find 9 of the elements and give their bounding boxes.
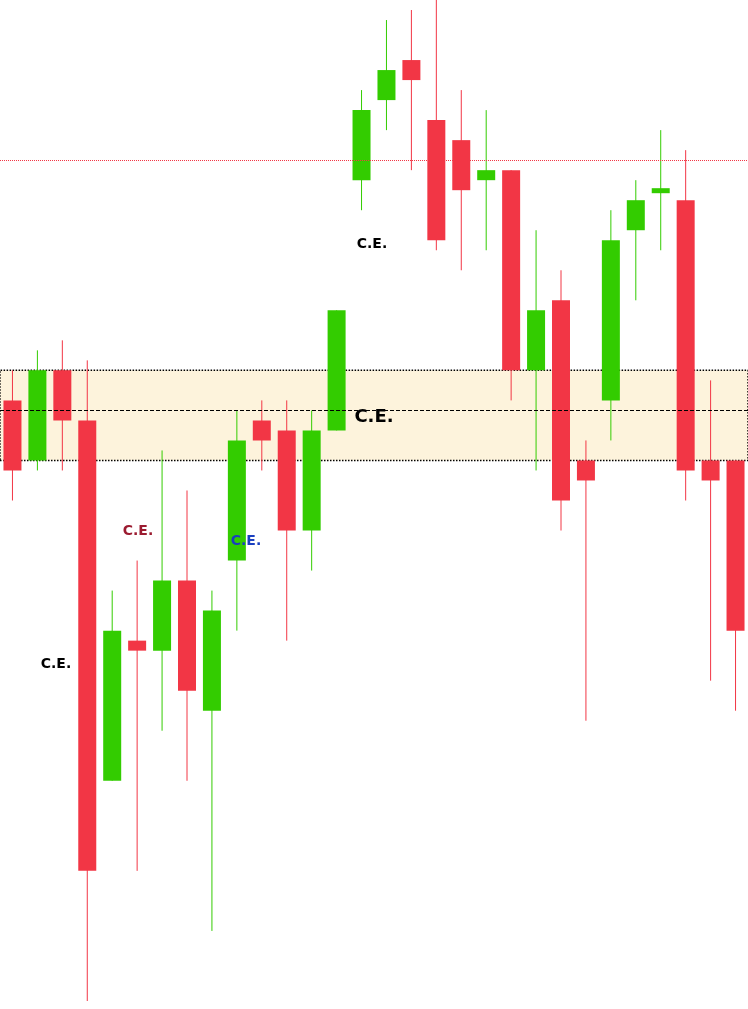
candlestick xyxy=(701,379,720,682)
candlestick xyxy=(651,129,670,251)
candlestick xyxy=(477,109,496,251)
annotation: C.E. xyxy=(40,655,72,671)
annotation: C.E. xyxy=(122,522,154,538)
candlestick xyxy=(576,439,595,722)
candlestick xyxy=(128,560,147,872)
annotation: C.E. xyxy=(356,235,388,251)
candlestick xyxy=(252,399,271,471)
